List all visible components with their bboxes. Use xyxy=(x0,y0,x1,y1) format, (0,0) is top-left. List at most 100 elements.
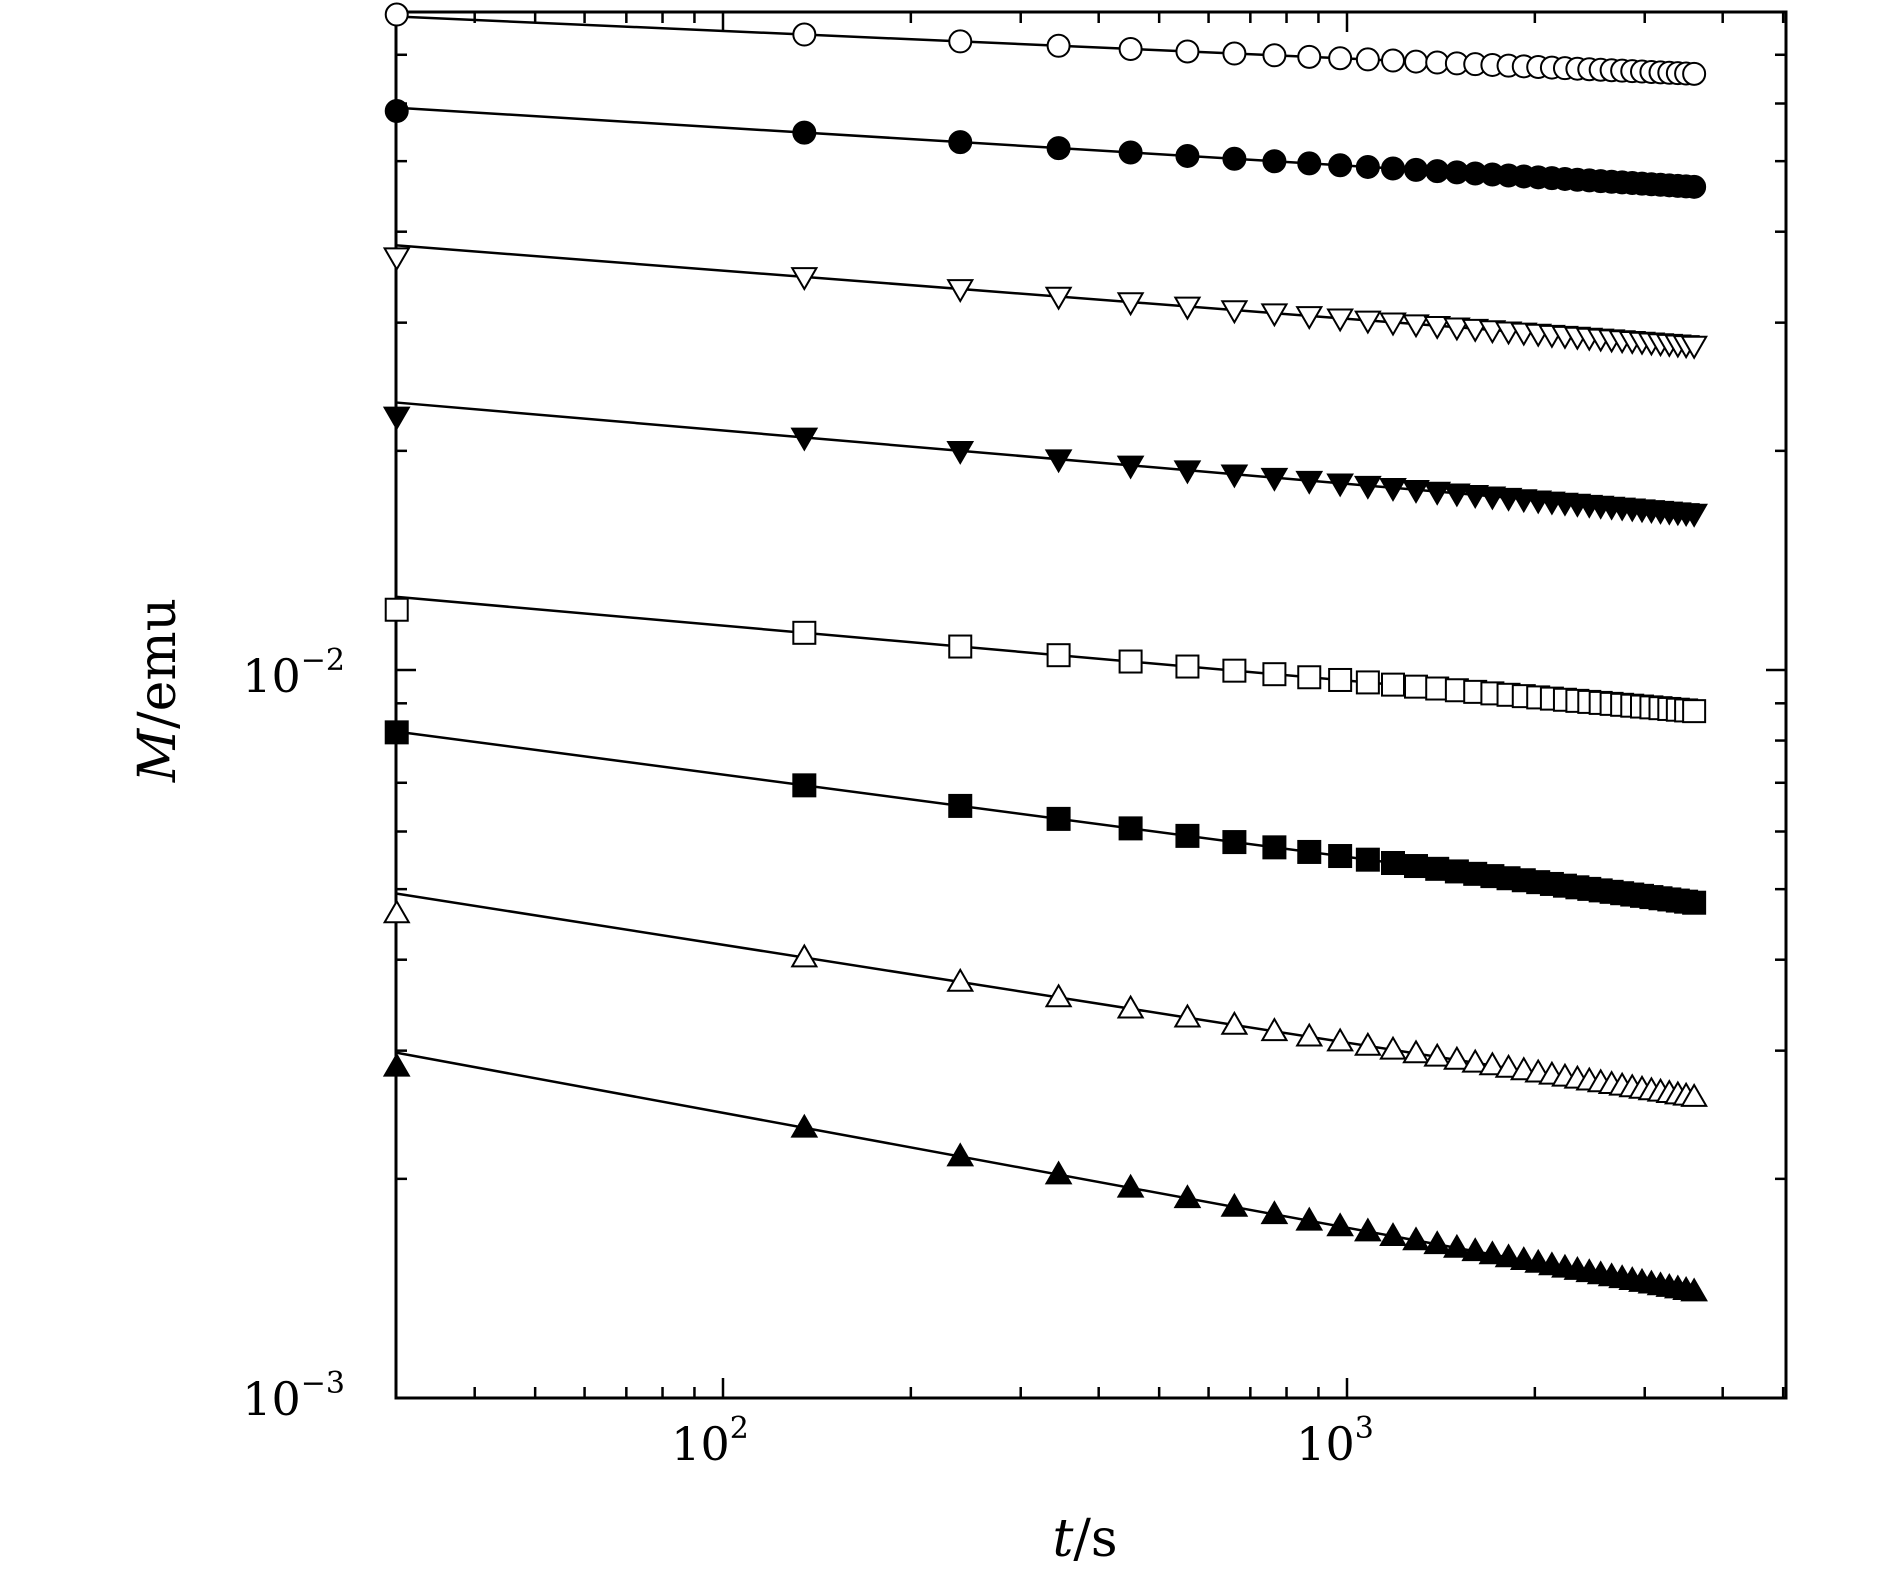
data-point xyxy=(384,720,409,745)
data-point xyxy=(1118,816,1143,841)
series-square-open xyxy=(384,595,1707,724)
y-axis-label: M/emu xyxy=(128,598,188,783)
data-point xyxy=(1461,1237,1490,1262)
data-point xyxy=(1044,1160,1073,1185)
data-point xyxy=(1354,1031,1382,1056)
data-point xyxy=(792,773,817,798)
data-point xyxy=(1682,174,1707,199)
svg-text:103: 103 xyxy=(1296,1411,1374,1471)
data-point xyxy=(1381,48,1406,73)
data-point xyxy=(1173,1003,1202,1028)
data-point xyxy=(792,620,817,645)
data-point xyxy=(790,427,819,452)
data-point xyxy=(1682,890,1707,915)
series-square-filled xyxy=(384,720,1707,915)
data-point xyxy=(946,967,975,992)
data-point xyxy=(1328,46,1353,71)
data-point xyxy=(1262,662,1287,687)
data-point xyxy=(1381,850,1406,875)
data-point xyxy=(1461,318,1490,343)
data-point xyxy=(1297,665,1322,690)
data-point xyxy=(946,1142,975,1167)
data-point xyxy=(1354,1217,1382,1242)
data-point xyxy=(1260,467,1289,492)
data-point xyxy=(1262,149,1287,174)
data-point xyxy=(1297,839,1322,864)
data-point xyxy=(1328,844,1353,869)
svg-text:M/emu: M/emu xyxy=(128,598,188,783)
data-point xyxy=(1443,1233,1471,1258)
y-tick-1e-2-exp: −2 xyxy=(301,643,345,678)
data-point xyxy=(1680,1277,1708,1302)
data-point xyxy=(1680,335,1708,360)
data-point xyxy=(948,634,973,659)
data-point xyxy=(1680,1083,1708,1107)
data-point xyxy=(1046,643,1071,668)
data-point xyxy=(1461,485,1490,509)
data-point xyxy=(1355,154,1380,179)
data-point xyxy=(1262,43,1287,68)
series-tri-up-open xyxy=(382,892,1708,1107)
data-point xyxy=(1118,140,1143,165)
data-point xyxy=(1220,464,1249,489)
data-point xyxy=(382,1052,411,1077)
y-axis-label-unit: /emu xyxy=(128,598,188,729)
data-point xyxy=(1355,47,1380,72)
data-point xyxy=(790,943,819,968)
data-point xyxy=(1260,1200,1289,1225)
svg-text:10−3: 10−3 xyxy=(242,1366,345,1426)
x-tick-label-1e2: 102 xyxy=(671,1411,749,1471)
data-point xyxy=(1682,61,1707,86)
plot-frame xyxy=(394,10,1788,1400)
data-point xyxy=(1443,483,1471,508)
data-point xyxy=(1402,1226,1430,1251)
series-layer xyxy=(382,2,1708,1302)
svg-text:t/s: t/s xyxy=(1052,1509,1117,1569)
data-point xyxy=(1328,153,1353,178)
data-point xyxy=(1379,312,1407,337)
data-point xyxy=(946,279,975,304)
data-point xyxy=(1404,854,1429,879)
data-point xyxy=(1220,1192,1249,1217)
data-point xyxy=(1222,146,1247,171)
data-point xyxy=(1116,994,1145,1019)
data-point xyxy=(1379,1222,1407,1246)
data-point xyxy=(1402,479,1430,504)
data-point xyxy=(1423,1042,1452,1067)
data-point xyxy=(382,247,411,272)
data-point xyxy=(1404,157,1429,182)
x-tick-1e3-base: 10 xyxy=(1296,1417,1355,1471)
series-tri-up-filled xyxy=(382,1051,1708,1302)
data-point xyxy=(1116,1173,1145,1198)
data-point xyxy=(1379,1035,1407,1060)
data-point xyxy=(792,22,817,47)
data-point xyxy=(1118,36,1143,61)
series-circle-filled xyxy=(384,98,1707,199)
data-point xyxy=(790,267,819,291)
data-point xyxy=(1175,654,1200,679)
data-point xyxy=(1354,310,1382,335)
data-point xyxy=(1046,33,1071,58)
data-point xyxy=(948,130,973,155)
data-point xyxy=(1175,823,1200,848)
data-point xyxy=(1295,470,1324,495)
data-point xyxy=(382,406,411,431)
data-point xyxy=(1046,136,1071,161)
data-point xyxy=(1173,1184,1202,1209)
data-point xyxy=(948,29,973,54)
data-point xyxy=(792,120,817,145)
data-point xyxy=(1478,1240,1507,1265)
data-point xyxy=(1297,151,1322,176)
y-tick-1e-2-base: 10 xyxy=(242,649,301,703)
data-point xyxy=(1044,449,1073,474)
x-tick-1e2-exp: 2 xyxy=(730,1411,749,1446)
data-point xyxy=(1494,1243,1523,1268)
data-point xyxy=(1175,39,1200,64)
svg-text:10−2: 10−2 xyxy=(242,643,345,703)
data-point xyxy=(1423,1230,1452,1255)
axis-ticks xyxy=(396,12,1786,1398)
data-point xyxy=(1461,1048,1490,1073)
data-point xyxy=(1402,314,1430,339)
data-point xyxy=(1220,1010,1249,1035)
